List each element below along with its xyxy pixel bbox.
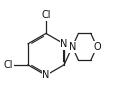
Text: N: N (60, 39, 68, 49)
Text: N: N (69, 42, 76, 52)
Text: N: N (42, 70, 50, 80)
Text: Cl: Cl (41, 10, 51, 20)
Text: Cl: Cl (3, 60, 13, 70)
Text: O: O (93, 42, 101, 52)
